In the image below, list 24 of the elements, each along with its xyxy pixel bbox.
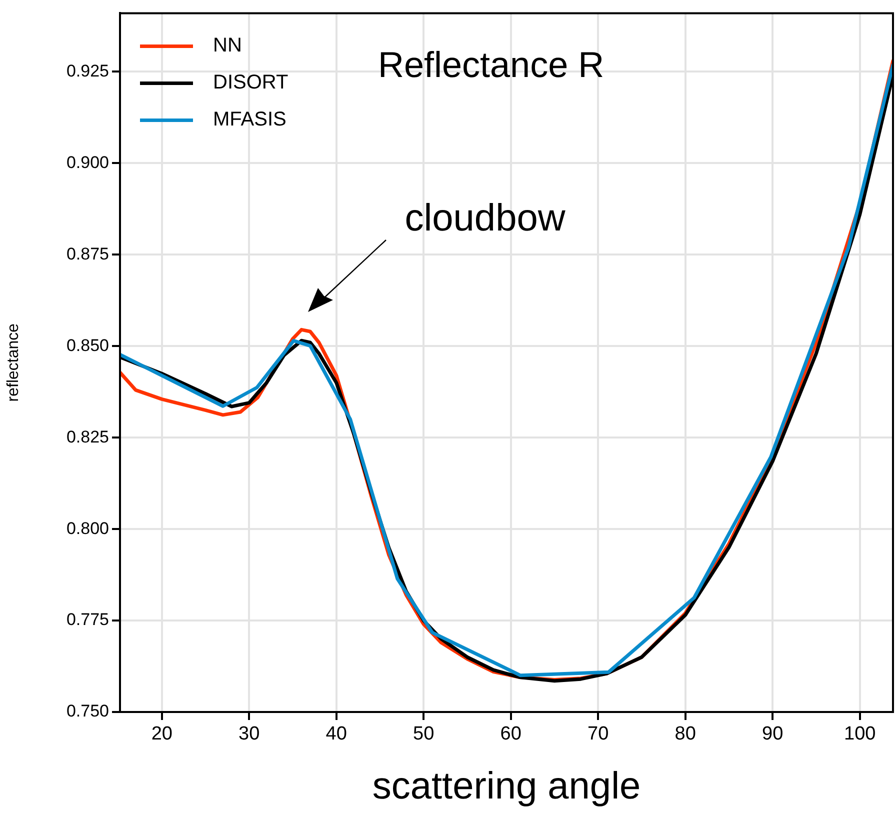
y-tick-label: 0.850	[66, 336, 109, 355]
y-tick-label: 0.900	[66, 152, 109, 172]
x-tick-label: 80	[674, 724, 696, 745]
annotation: cloudbow	[404, 198, 566, 240]
x-tick-label: 100	[844, 724, 876, 745]
y-tick-label: 0.750	[66, 702, 109, 721]
x-tick-label: 50	[413, 724, 434, 745]
legend-label: MFASIS	[213, 108, 286, 131]
x-tick-label: 30	[238, 724, 260, 745]
text: Reflectance R	[378, 44, 604, 86]
x-tick-label: 60	[500, 724, 522, 745]
x-tick-label: 90	[762, 724, 784, 745]
y-tick-label: 0.875	[66, 244, 109, 264]
y-tick-label: 0.800	[66, 518, 109, 538]
y-tick-label: 0.825	[66, 427, 109, 446]
x-tick-label: 20	[151, 724, 172, 745]
y-axis-title: reflectance	[5, 323, 22, 402]
x-tick-label: 70	[588, 724, 609, 745]
x-axis-title: scattering angle	[372, 766, 641, 808]
legend-label: NN	[213, 34, 242, 57]
y-tick-label: 0.925	[66, 61, 109, 80]
legend-label: DISORT	[213, 72, 288, 94]
x-tick-label: 40	[326, 724, 347, 745]
y-tick-label: 0.775	[66, 610, 109, 630]
